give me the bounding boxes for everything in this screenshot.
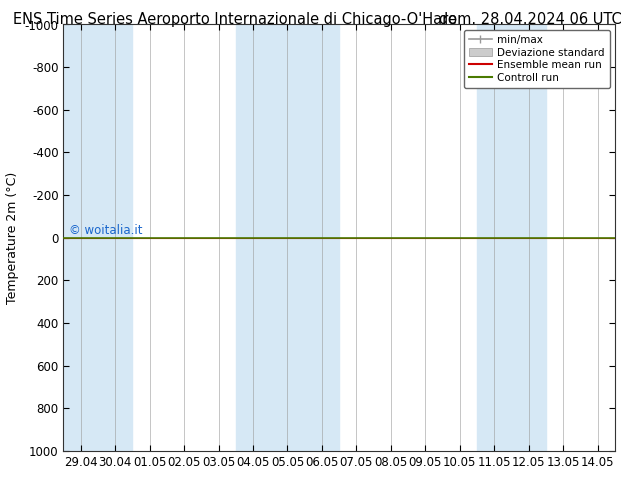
Bar: [236, 24, 339, 451]
Text: ENS Time Series Aeroporto Internazionale di Chicago-O'Hare: ENS Time Series Aeroporto Internazionale…: [13, 12, 456, 27]
Legend: min/max, Deviazione standard, Ensemble mean run, Controll run: min/max, Deviazione standard, Ensemble m…: [463, 30, 610, 88]
Text: dom. 28.04.2024 06 UTC: dom. 28.04.2024 06 UTC: [439, 12, 621, 27]
Y-axis label: Temperature 2m (°C): Temperature 2m (°C): [6, 172, 19, 304]
Text: © woitalia.it: © woitalia.it: [69, 224, 143, 237]
Bar: [63, 24, 133, 451]
Bar: [477, 24, 546, 451]
